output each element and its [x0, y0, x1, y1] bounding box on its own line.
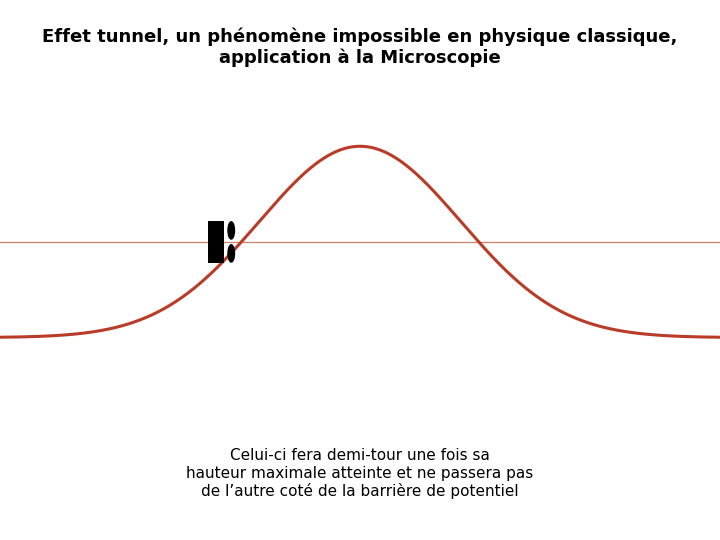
Text: Effet tunnel, un phénomène impossible en physique classique,
application à la Mi: Effet tunnel, un phénomène impossible en… [42, 27, 678, 67]
Text: Celui-ci fera demi-tour une fois sa
hauteur maximale atteinte et ne passera pas
: Celui-ci fera demi-tour une fois sa haut… [186, 448, 534, 499]
Circle shape [228, 222, 235, 239]
Bar [208, 221, 224, 263]
Circle shape [228, 245, 235, 262]
